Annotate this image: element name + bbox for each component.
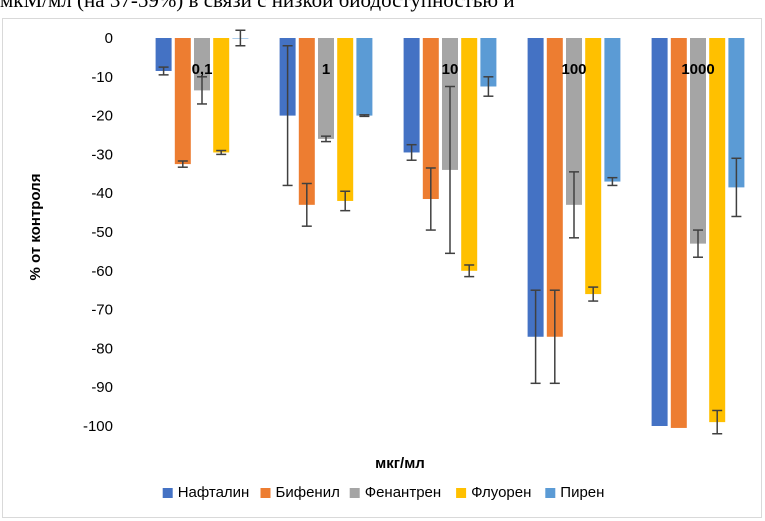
error-bar [588,286,599,302]
chart-frame [2,18,762,518]
error-bar [282,45,293,187]
y-tick-label: 0 [105,30,113,47]
bar [527,38,544,337]
error-bar [731,157,742,218]
y-tick-label: -50 [91,224,113,241]
error-bar [483,76,494,97]
legend-item: Нафталин [162,484,250,501]
y-tick-label: -70 [91,302,113,319]
legend-label: Бифенил [276,484,340,501]
bars [155,38,745,428]
legend-item: Бифенил [260,484,340,501]
legend-swatch [545,488,556,498]
error-bar [569,171,579,239]
error-bar [425,167,436,231]
error-bar [340,190,351,212]
legend-swatch [162,488,173,498]
y-tick-label: -10 [91,69,113,86]
bar [155,38,172,71]
bar [318,38,334,139]
legend-label: Флуорен [471,484,531,501]
legend-swatch [456,488,467,498]
category-label: 10 [442,61,459,78]
bar [174,38,191,165]
bar [337,38,354,201]
legend-label: Нафталин [178,484,250,501]
bar [480,38,497,87]
bar [403,38,420,153]
bar [422,38,439,200]
error-bar [235,29,246,47]
category-label: 100 [561,61,586,78]
category-label: 1000 [681,61,714,78]
error-bar [301,182,312,227]
bar [670,38,687,428]
legend-swatch [349,488,360,498]
bar [604,38,621,182]
error-bar [406,143,417,161]
bar [585,38,602,295]
error-bar [607,176,618,187]
bar [566,38,582,205]
error-bar [177,160,188,168]
error-bar [530,289,541,385]
category-labels: 0,1 1 10 100 1000 [192,61,715,78]
error-bar [464,264,475,278]
error-bar [359,114,370,118]
error-bar [158,66,169,76]
y-tick-label: -40 [91,185,113,202]
y-tick-label: -60 [91,263,113,280]
top-cropped-text: мкМ/мл (на 37-59%) в связи с низкой биод… [0,0,515,12]
legend-item: Флуорен [456,484,531,501]
error-bars [158,29,742,435]
bar [356,38,373,116]
error-bar [197,76,207,105]
y-tick-label: -30 [91,146,113,163]
y-tick-label: -100 [83,418,113,435]
legend-item: Фенантрен [349,484,442,501]
bar [690,38,706,244]
category-label: 1 [322,61,330,78]
error-bar [549,289,560,385]
error-bar [445,85,455,255]
legend: Нафталин Бифенил Фенантрен Флуорен Пирен [162,484,604,501]
error-bar [216,149,227,156]
bar [461,38,478,271]
legend-label: Пирен [560,484,604,501]
bar [298,38,315,205]
y-tick-label: -80 [91,340,113,357]
bar [213,38,230,153]
error-bar [693,229,703,258]
y-tick-label: -20 [91,108,113,125]
legend-swatch [260,488,271,498]
legend-label: Фенантрен [365,484,442,501]
error-bar [321,135,331,143]
category-label: 0,1 [192,61,213,78]
y-axis-label: % от контроля [27,174,44,281]
y-tick-label: -90 [91,379,113,396]
x-axis-label: мкг/мл [375,455,425,472]
bar [546,38,563,337]
bar [651,38,668,426]
y-axis-ticks: 0 -10 -20 -30 -40 -50 -60 -70 -80 -90 -100 [83,30,113,435]
bar [709,38,726,423]
error-bar [712,409,723,435]
bar [728,38,745,188]
legend-item: Пирен [545,484,604,501]
